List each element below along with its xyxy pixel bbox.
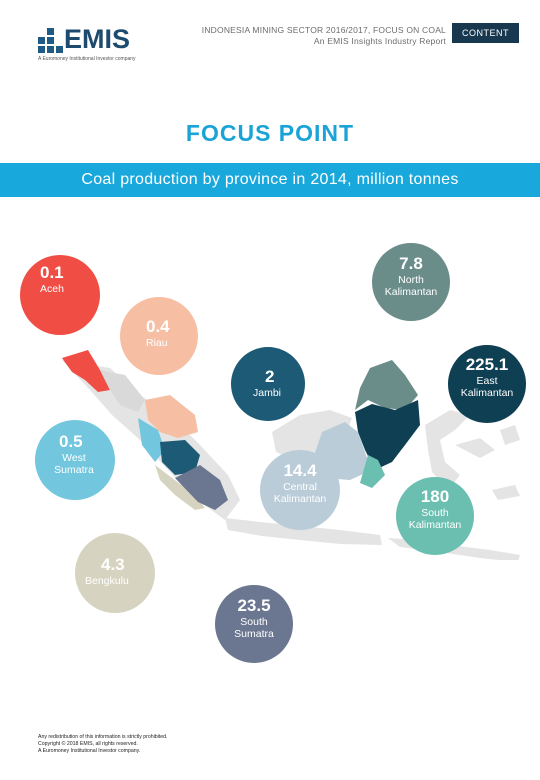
bubble-south-kalimantan-label: South Kalimantan [408, 507, 462, 531]
bubble-west-sumatra-value: 0.5 [59, 432, 83, 451]
bubble-north-kalimantan: 7.8 North Kalimantan [372, 243, 450, 321]
bubble-south-kalimantan-value: 180 [420, 487, 450, 506]
bubble-south-kalimantan: 180 South Kalimantan [396, 477, 474, 555]
bubble-riau-label: Riau [146, 337, 168, 349]
bubble-central-kalimantan: 14.4 Central Kalimantan [260, 450, 340, 530]
region-north-sumatra [100, 370, 145, 412]
bubble-bengkulu-value: 4.3 [101, 555, 125, 574]
report-title: INDONESIA MINING SECTOR 2016/2017, FOCUS… [202, 25, 446, 47]
bubble-east-kalimantan-label: East Kalimantan [460, 375, 514, 399]
bubble-west-sumatra-label: West Sumatra [54, 452, 94, 476]
report-title-line2: An EMIS Insights Industry Report [313, 36, 446, 46]
region-east-kalimantan [355, 400, 420, 470]
bubble-jambi-label: Jambi [253, 387, 282, 399]
region-riau [145, 395, 198, 438]
bubble-bengkulu: 4.3 Bengkulu [75, 533, 155, 613]
bubble-west-sumatra: 0.5 West Sumatra [35, 420, 115, 500]
region-jambi [160, 440, 200, 475]
bubble-central-kalimantan-label: Central Kalimantan [273, 481, 327, 505]
bubble-riau: 0.4 Riau [120, 297, 198, 375]
bubble-south-sumatra-value: 23.5 [237, 596, 271, 615]
region-aceh [62, 350, 110, 392]
footer: Any redistribution of this information i… [38, 734, 167, 755]
bubble-east-kalimantan: 225.1 East Kalimantan [448, 345, 526, 423]
bubble-jambi-value: 2 [265, 367, 275, 386]
logo-subtitle: A Euromoney Institutional Investor compa… [38, 56, 136, 62]
bubble-north-kalimantan-value: 7.8 [399, 254, 423, 273]
bubble-riau-value: 0.4 [146, 317, 170, 336]
footer-line3: A Euromoney Institutional Investor compa… [38, 748, 141, 754]
chart-banner: Coal production by province in 2014, mil… [0, 163, 540, 197]
bubble-aceh-value: 0.1 [40, 263, 64, 282]
page-title: FOCUS POINT [185, 120, 355, 146]
bubble-central-kalimantan-value: 14.4 [283, 461, 317, 480]
indonesia-map [62, 350, 520, 560]
report-title-line1: INDONESIA MINING SECTOR 2016/2017, FOCUS… [201, 25, 446, 35]
footer-line2: Copyright © 2018 EMIS, all rights reserv… [38, 741, 138, 747]
bubble-south-sumatra: 23.5 South Sumatra [215, 585, 293, 663]
bubble-east-kalimantan-value: 225.1 [465, 355, 509, 374]
content-button[interactable]: CONTENT [452, 23, 519, 43]
region-west-sumatra [138, 418, 165, 462]
region-north-kalimantan [355, 360, 418, 410]
emis-logo: EMIS A Euromoney Institutional Investor … [38, 24, 148, 66]
bubble-south-sumatra-label: South Sumatra [234, 616, 274, 640]
bubble-bengkulu-label: Bengkulu [85, 575, 129, 587]
region-south-sumatra [175, 465, 228, 510]
bubble-aceh: 0.1 Aceh [20, 255, 100, 335]
footer-line1: Any redistribution of this information i… [38, 734, 168, 740]
logo-text: EMIS [64, 24, 131, 54]
bubble-north-kalimantan-label: North Kalimantan [384, 274, 438, 298]
region-bengkulu [155, 465, 205, 510]
bubble-aceh-label: Aceh [40, 283, 64, 295]
region-south-kalimantan [360, 455, 385, 488]
bubble-jambi: 2 Jambi [231, 347, 305, 421]
logo-squares-icon [38, 28, 63, 53]
